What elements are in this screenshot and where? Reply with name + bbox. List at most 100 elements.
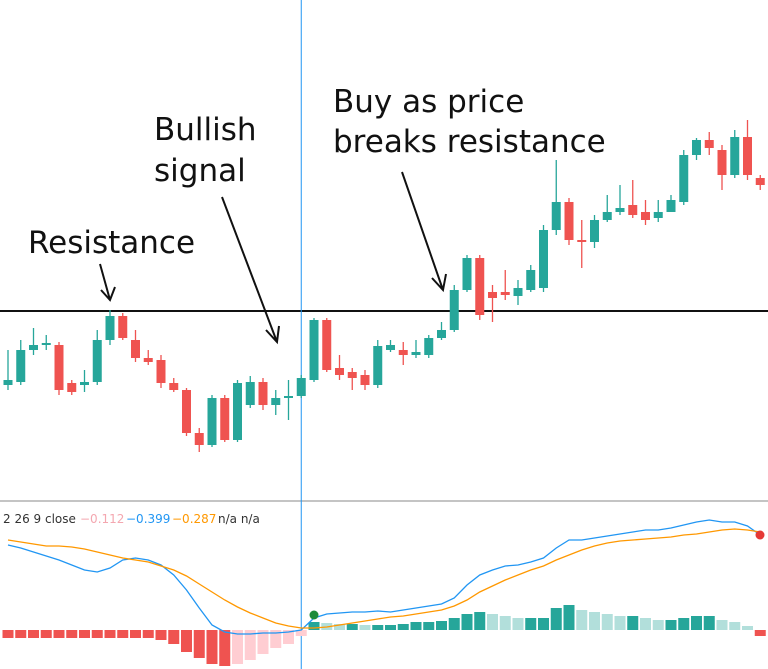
histogram-bar — [601, 614, 613, 630]
histogram-bar — [525, 618, 537, 630]
candle-body — [717, 150, 727, 175]
histogram-bar — [117, 630, 129, 638]
histogram-bar — [397, 624, 409, 630]
candle-body — [641, 212, 650, 220]
candle-body — [743, 137, 752, 175]
histogram-bar — [487, 614, 498, 630]
candle-body — [424, 338, 434, 355]
histogram-bar — [244, 630, 256, 660]
candle-body — [692, 140, 701, 155]
histogram-bar — [436, 621, 447, 630]
arrow — [221, 196, 280, 345]
histogram-bar — [550, 608, 562, 630]
histogram-bar — [155, 630, 167, 640]
legend-value: −0.287 — [172, 512, 216, 526]
histogram-bar — [40, 630, 52, 638]
histogram-bar — [79, 630, 90, 638]
candle-body — [513, 288, 523, 296]
legend-value: −0.399 — [126, 512, 170, 526]
candle-body — [335, 368, 344, 375]
histogram-bar — [142, 630, 154, 638]
histogram-bar — [589, 612, 600, 630]
histogram-bar — [2, 630, 14, 638]
candle-body — [182, 390, 191, 433]
candle-body — [322, 320, 332, 370]
histogram-bar — [28, 630, 39, 638]
histogram-bar — [66, 630, 78, 638]
candle-body — [3, 380, 13, 385]
histogram-bar — [576, 610, 588, 630]
candle-body — [386, 345, 395, 350]
candle-body — [551, 202, 561, 230]
candle-body — [309, 320, 319, 380]
histogram-bar — [742, 626, 753, 630]
candle-body — [500, 292, 510, 295]
macd-line — [7, 528, 761, 629]
histogram-bar — [410, 622, 422, 630]
candle-body — [653, 212, 663, 218]
candle-body — [526, 270, 536, 290]
candle-body — [411, 352, 421, 355]
candle-body — [54, 345, 64, 390]
histogram-bar — [359, 625, 371, 630]
candle-body — [373, 346, 383, 385]
histogram-bar — [640, 618, 651, 630]
candle-body — [143, 358, 153, 362]
histogram-bar — [206, 630, 218, 664]
candle-body — [437, 330, 446, 338]
histogram-bar — [385, 625, 396, 630]
candle-body — [628, 205, 638, 215]
annotation: Buy as price — [333, 84, 524, 120]
histogram-bar — [104, 630, 116, 638]
candle-body — [80, 382, 89, 385]
candle-body — [488, 292, 497, 298]
histogram-bar — [181, 630, 192, 652]
annotation: Bullish — [154, 112, 257, 148]
candle-body — [539, 230, 548, 288]
histogram-bar — [474, 612, 486, 630]
arrow — [401, 171, 447, 293]
histogram-bar — [538, 618, 549, 630]
candle-body — [67, 383, 77, 392]
histogram-bar — [703, 616, 715, 630]
histogram-bar — [91, 630, 103, 638]
histogram-bar — [512, 618, 524, 630]
annotation: Resistance — [28, 225, 195, 261]
candle-body — [360, 375, 370, 385]
histogram-bar — [627, 616, 639, 630]
candle-body — [245, 382, 255, 405]
histogram-bar — [563, 605, 575, 630]
histogram-bar — [283, 630, 294, 644]
candle-body — [41, 343, 51, 345]
histogram-bar — [678, 618, 690, 630]
histogram-bar — [423, 622, 435, 630]
candle-body — [577, 240, 587, 242]
candle-body — [730, 137, 740, 175]
cross-marker — [309, 610, 319, 620]
histogram-bar — [295, 630, 307, 636]
candle-body — [602, 212, 612, 220]
candle-body — [284, 396, 293, 398]
histogram-bar — [130, 630, 141, 638]
candle-body — [271, 398, 281, 405]
histogram-bar — [754, 630, 766, 636]
histogram-bar — [346, 624, 358, 630]
histogram-bar — [219, 630, 231, 666]
histogram-bar — [168, 630, 180, 644]
histogram-bar — [448, 618, 460, 630]
candle-body — [704, 140, 714, 148]
candle-body — [564, 202, 574, 240]
legend-extra: n/a n/a — [218, 512, 260, 526]
candle-body — [347, 372, 357, 378]
candle-body — [666, 200, 676, 212]
legend-value: −0.112 — [80, 512, 124, 526]
cross-marker — [755, 530, 765, 540]
candle-body — [398, 350, 408, 355]
candle-body — [92, 340, 102, 382]
histogram-bar — [15, 630, 27, 638]
histogram-bar — [232, 630, 243, 664]
histogram-bar — [665, 620, 677, 630]
candle-body — [131, 340, 140, 358]
candle-body — [29, 345, 38, 350]
